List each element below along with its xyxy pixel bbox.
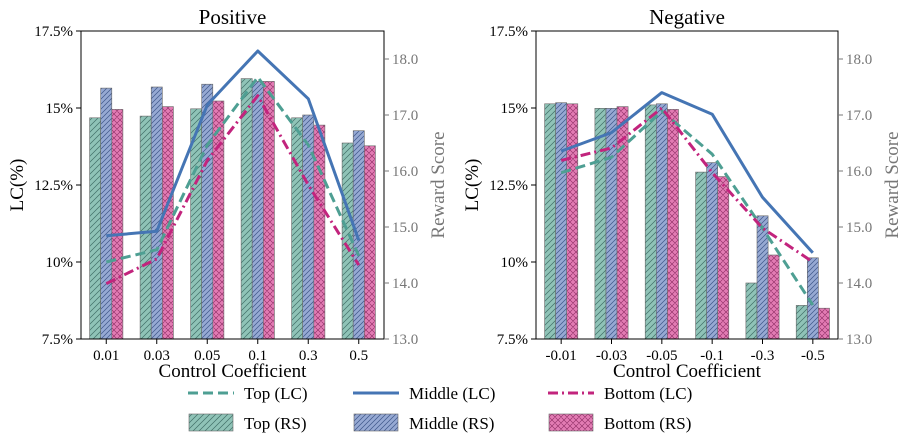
legend-bar-swatch — [353, 413, 399, 432]
y2-tick-label: 16.0 — [392, 164, 418, 180]
legend-label: Top (RS) — [244, 414, 307, 433]
top-rs-bar — [644, 104, 657, 340]
x-tick-label: 0.05 — [194, 348, 220, 364]
y2-tick-label: 16.0 — [846, 164, 872, 180]
bottom-rs-bar — [566, 103, 579, 340]
y-tick-label: 15% — [46, 101, 74, 117]
y2-tick-label: 15.0 — [846, 220, 872, 236]
y-axis-label: LC(%) — [7, 159, 28, 212]
middle-rs-bar — [655, 103, 668, 340]
x-tick-label: 0.1 — [248, 348, 267, 364]
bottom-lc-line — [560, 106, 814, 264]
bottom-rs-bar — [212, 100, 225, 340]
legend: Top (LC) Middle (LC) Bottom (LC) Top (RS) Mi… — [188, 384, 692, 433]
x-tick-label: -0.01 — [546, 348, 577, 364]
top-lc-line — [105, 75, 361, 264]
middle-rs-bar — [150, 86, 163, 340]
x-tick-label: -0.03 — [596, 348, 627, 364]
top-rs-bar — [89, 117, 101, 340]
middle-rs-bar — [706, 162, 718, 340]
middle-rs-bar — [605, 108, 618, 340]
bottom-lc-line — [105, 94, 361, 285]
y-tick-label: 15% — [501, 101, 529, 117]
x-tick-label: 0.01 — [93, 348, 119, 364]
y-tick-label: 12.5% — [34, 178, 73, 194]
bottom-rs-bar — [667, 109, 679, 340]
top-rs-bar — [695, 171, 707, 340]
top-rs-bar — [745, 282, 758, 340]
middle-rs-bar — [756, 215, 769, 340]
x-tick-label: -0.1 — [700, 348, 724, 364]
legend-item: Middle (LC) — [353, 384, 495, 403]
legend-item: Top (RS) — [188, 413, 307, 433]
x-tick-label: -0.5 — [801, 348, 825, 364]
middle-rs-bar — [100, 87, 113, 340]
top-rs-bar — [544, 103, 556, 340]
top-rs-bar — [240, 78, 253, 340]
plot-frame — [535, 30, 839, 340]
legend-bar-swatch — [188, 413, 234, 432]
bottom-rs-bar — [262, 81, 275, 340]
chart-panel-negative: 7.5% 10% 12.5% 15% 17.5% 13.0 14.0 15.0 16.0 17.0… — [462, 5, 903, 382]
x-axis-label: Control Coefficient — [613, 361, 762, 382]
x-tick-label: 0.03 — [144, 348, 170, 364]
y2-tick-label: 14.0 — [392, 276, 418, 292]
top-rs-bar — [139, 115, 152, 340]
x-tick-label: 0.5 — [349, 348, 368, 364]
bottom-rs-bar — [767, 254, 780, 340]
y-tick-label: 7.5% — [42, 332, 73, 348]
middle-rs-bar — [555, 102, 567, 340]
x-tick-label: -0.3 — [751, 348, 775, 364]
top-rs-bar — [795, 305, 808, 340]
legend-label: Bottom (LC) — [604, 384, 692, 403]
legend-item: Middle (RS) — [353, 413, 494, 433]
y2-tick-label: 15.0 — [392, 220, 418, 236]
legend-label: Middle (RS) — [409, 414, 494, 433]
legend-label: Middle (LC) — [409, 384, 495, 403]
y2-tick-label: 17.0 — [392, 108, 418, 124]
bottom-rs-bar — [818, 307, 830, 340]
legend-item: Bottom (RS) — [548, 413, 691, 433]
middle-lc-line — [106, 49, 361, 241]
y2-tick-label: 18.0 — [392, 52, 418, 68]
x-tick-label: 0.3 — [299, 348, 318, 364]
y-tick-label: 17.5% — [34, 24, 73, 40]
legend-item: Bottom (LC) — [548, 384, 692, 403]
y2-tick-label: 17.0 — [846, 108, 872, 124]
middle-rs-bar — [302, 114, 315, 340]
y2-axis-label: Reward Score — [428, 131, 449, 238]
chart-title: Negative — [649, 5, 725, 29]
middle-rs-bar — [251, 81, 264, 340]
y-tick-label: 7.5% — [497, 332, 528, 348]
y-axis-label: LC(%) — [462, 159, 483, 212]
bottom-rs-bar — [162, 106, 174, 340]
legend-label: Top (LC) — [244, 384, 308, 403]
top-rs-bar — [291, 117, 304, 340]
middle-lc-line — [560, 91, 814, 254]
y2-tick-label: 13.0 — [846, 332, 872, 348]
y2-tick-label: 13.0 — [392, 332, 418, 348]
middle-rs-bar — [201, 83, 214, 340]
legend-bar-swatch — [548, 413, 594, 432]
y-tick-label: 12.5% — [489, 178, 528, 194]
top-rs-bar — [594, 108, 607, 340]
y2-tick-label: 18.0 — [846, 52, 872, 68]
chart-panel-positive: 7.5% 10% 12.5% 15% 17.5% 13.0 14.0 15.0 16.0 17.0… — [7, 5, 449, 382]
x-axis-label: Control Coefficient — [159, 361, 308, 382]
bottom-rs-bar — [111, 109, 124, 340]
y-tick-label: 17.5% — [489, 24, 528, 40]
y-tick-label: 10% — [501, 255, 529, 271]
legend-item: Top (LC) — [188, 384, 308, 403]
bottom-rs-bar — [363, 145, 376, 340]
top-lc-line — [560, 109, 815, 306]
chart-title: Positive — [199, 5, 267, 29]
bottom-rs-bar — [717, 176, 730, 340]
middle-rs-bar — [352, 130, 365, 340]
y-tick-label: 10% — [46, 255, 74, 271]
legend-label: Bottom (RS) — [604, 414, 691, 433]
x-tick-label: -0.05 — [646, 348, 677, 364]
y2-axis-label: Reward Score — [882, 131, 903, 238]
y2-tick-label: 14.0 — [846, 276, 872, 292]
